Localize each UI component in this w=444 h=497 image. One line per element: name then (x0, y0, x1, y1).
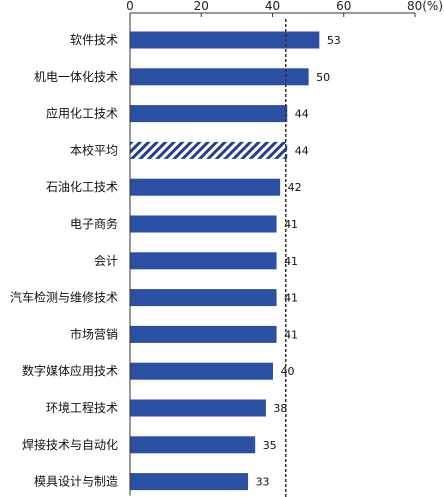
x-axis: 0 20 40 60 80(%) (126, 0, 443, 496)
bars (130, 31, 320, 491)
bar-average (130, 141, 288, 159)
value-label: 42 (288, 181, 302, 194)
category-label: 应用化工技术 (46, 106, 118, 121)
value-label: 53 (327, 34, 341, 47)
value-label: 33 (256, 476, 270, 489)
category-label: 电子商务 (70, 216, 118, 231)
bar (130, 31, 320, 49)
category-label: 软件技术 (70, 33, 118, 47)
category-label: 本校平均 (70, 142, 118, 157)
value-label: 35 (263, 439, 277, 452)
value-labels: 53 50 44 44 42 41 41 41 41 40 38 35 33 (256, 34, 341, 489)
category-label: 数字媒体应用技术 (22, 363, 118, 378)
value-label: 41 (284, 292, 298, 305)
bar (130, 473, 249, 491)
category-label: 焊接技术与自动化 (22, 437, 118, 452)
bar (130, 436, 256, 454)
category-label: 机电一体化技术 (34, 70, 118, 84)
value-label: 44 (295, 108, 309, 121)
x-tick-label: 20 (194, 0, 209, 13)
value-label: 41 (284, 218, 298, 231)
category-label: 会计 (94, 254, 118, 268)
category-label: 汽车检测与维修技术 (10, 290, 118, 305)
bar (130, 325, 277, 343)
value-label: 41 (284, 255, 298, 268)
category-label: 市场营销 (70, 326, 118, 341)
category-label: 模具设计与制造 (34, 475, 118, 489)
bar (130, 215, 277, 233)
x-tick-label: 60 (336, 0, 351, 13)
value-label: 44 (295, 144, 309, 157)
bar (130, 105, 288, 123)
x-tick-label: 0 (126, 0, 134, 13)
bar (130, 68, 309, 86)
x-tick-label: 40 (265, 0, 280, 13)
x-tick-label: 80(%) (407, 0, 443, 13)
value-label: 40 (281, 365, 295, 378)
bar (130, 178, 281, 196)
value-label: 41 (284, 328, 298, 341)
bar (130, 362, 273, 380)
category-label: 石油化工技术 (46, 180, 118, 194)
bar (130, 252, 277, 270)
value-label: 38 (273, 402, 287, 415)
bar (130, 399, 266, 417)
value-label: 50 (316, 71, 330, 84)
category-label: 环境工程技术 (46, 400, 118, 415)
category-labels: 软件技术机电一体化技术应用化工技术本校平均石油化工技术电子商务会计汽车检测与维修… (10, 33, 118, 489)
bar (130, 289, 277, 307)
